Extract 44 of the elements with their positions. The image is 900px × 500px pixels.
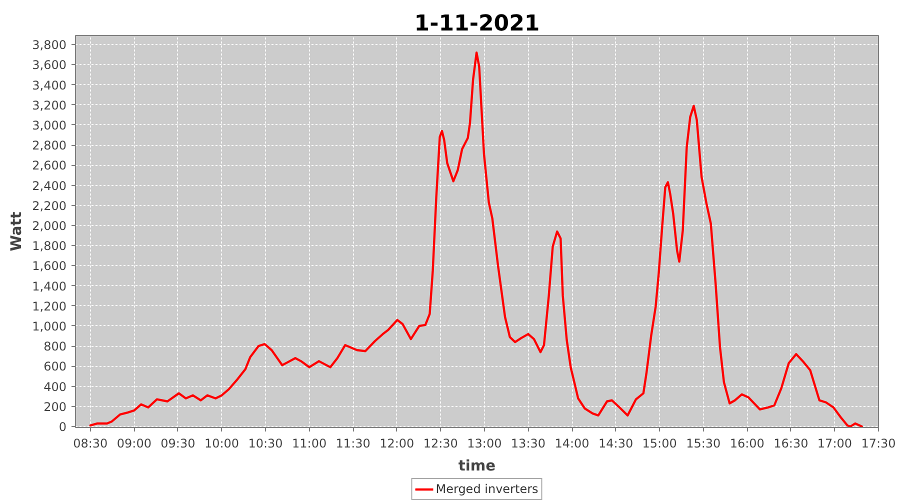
y-tick-label: 2,400 [32,178,67,193]
x-tick-label: 15:00 [642,436,677,450]
x-tick-label: 11:00 [292,436,327,450]
y-axis-title: Watt [8,212,26,252]
y-tick-label: 2,200 [32,198,67,213]
x-tick-label: 13:30 [510,436,546,450]
x-tick-label: 15:30 [686,436,721,450]
x-tick-label: 08:30 [73,436,108,450]
x-tick-label: 12:00 [380,436,414,450]
y-tick-label: 0 [58,420,67,434]
y-tick-label: 1,200 [32,299,67,314]
x-tick-label: 17:00 [817,436,852,450]
legend-label: Merged inverters [436,482,538,496]
y-tick-label: 1,800 [32,239,67,254]
x-tick-label: 11:30 [336,436,370,450]
x-tick-label: 10:00 [204,436,240,450]
y-tick-label: 600 [44,360,66,374]
x-tick-label: 14:30 [598,436,634,450]
x-tick-label: 14:00 [554,436,590,450]
y-tick-label: 3,800 [32,38,67,52]
y-tick-label: 1,000 [32,319,67,334]
y-tick-label: 3,200 [32,98,67,112]
x-tick-label: 17:30 [861,436,896,450]
x-axis-title: time [458,458,496,474]
x-tick-label: 09:30 [160,436,196,450]
y-tick-label: 800 [44,340,66,354]
y-tick-label: 2,000 [32,218,67,233]
y-tick-label: 200 [44,400,66,414]
y-tick-label: 2,800 [32,138,67,153]
line-series [89,51,863,428]
chart-title: 1-11-2021 [414,12,540,36]
x-tick-label: 16:00 [730,436,764,450]
y-tick-label: 1,600 [32,259,67,274]
y-tick-label: 400 [44,380,66,394]
y-tick-label: 3,400 [32,78,67,92]
y-tick-label: 1,400 [32,279,67,294]
y-tick-label: 2,600 [32,158,67,173]
x-tick-label: 10:30 [248,436,283,450]
x-tick-label: 09:00 [116,436,152,450]
x-tick-label: 13:00 [467,436,502,450]
x-tick-label: 12:30 [423,436,458,450]
y-tick-label: 3,600 [32,58,67,72]
x-tick-label: 16:30 [774,436,808,450]
y-tick-label: 3,000 [32,118,67,132]
